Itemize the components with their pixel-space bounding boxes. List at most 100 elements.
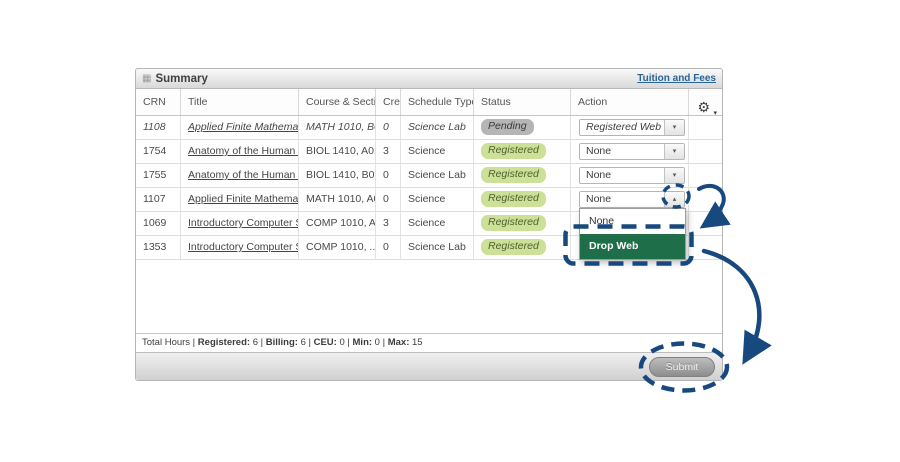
chevron-down-icon[interactable]: ▾ bbox=[664, 168, 684, 183]
cell-schedule: Science Lab bbox=[401, 236, 474, 260]
panel-header: ▦ Summary Tuition and Fees bbox=[136, 69, 722, 89]
cell-schedule: Science bbox=[401, 140, 474, 164]
status-badge: Pending bbox=[481, 119, 534, 135]
chevron-down-icon[interactable]: ▾ bbox=[664, 120, 684, 135]
cell-course: MATH 1010, B01 bbox=[299, 116, 376, 140]
cell-title: Introductory Computer Sci... bbox=[181, 236, 299, 260]
cell-title: Applied Finite Mathematics bbox=[181, 188, 299, 212]
panel-title: Summary bbox=[155, 72, 208, 85]
action-select-open[interactable]: None ▴ bbox=[579, 191, 685, 208]
column-header-status: Status bbox=[474, 89, 571, 115]
course-title-link[interactable]: Applied Finite Mathematics bbox=[188, 121, 299, 133]
status-badge: Registered bbox=[481, 167, 546, 183]
cell-course: BIOL 1410, A01 bbox=[299, 140, 376, 164]
table-row: 1107 Applied Finite Mathematics MATH 101… bbox=[136, 188, 722, 212]
cell-course: BIOL 1410, B01 bbox=[299, 164, 376, 188]
cell-action: Registered Web ▾ bbox=[571, 116, 689, 140]
cell-crn: 1108 bbox=[136, 116, 181, 140]
column-header-schedule: Schedule Type bbox=[401, 89, 474, 115]
status-badge: Registered bbox=[481, 143, 546, 159]
cell-crn: 1107 bbox=[136, 188, 181, 212]
cell-extra bbox=[689, 188, 722, 212]
cell-schedule: Science bbox=[401, 212, 474, 236]
cell-extra bbox=[689, 236, 722, 260]
column-header-crn: CRN bbox=[136, 89, 181, 115]
cell-extra bbox=[689, 164, 722, 188]
action-select-value: None bbox=[586, 193, 612, 205]
table-header: CRN Title Course & Section Credit Schedu… bbox=[136, 89, 722, 116]
course-title-link[interactable]: Anatomy of the Human B... bbox=[188, 145, 298, 157]
cell-status: Registered bbox=[474, 212, 571, 236]
cell-crn: 1353 bbox=[136, 236, 181, 260]
cell-credits: 3 bbox=[376, 212, 401, 236]
tuition-and-fees-link[interactable]: Tuition and Fees bbox=[637, 73, 716, 84]
cell-status: Registered bbox=[474, 236, 571, 260]
table-empty-area bbox=[136, 260, 722, 333]
cell-status: Pending bbox=[474, 116, 571, 140]
action-select[interactable]: Registered Web ▾ bbox=[579, 119, 685, 136]
cell-extra bbox=[689, 116, 722, 140]
bottom-bar: Submit bbox=[136, 352, 722, 380]
table-row: 1108 Applied Finite Mathematics MATH 101… bbox=[136, 116, 722, 140]
cell-credits: 3 bbox=[376, 140, 401, 164]
course-title-link[interactable]: Anatomy of the Human B... bbox=[188, 169, 298, 181]
course-title-link[interactable]: Applied Finite Mathematics bbox=[188, 193, 299, 205]
cell-crn: 1754 bbox=[136, 140, 181, 164]
dropdown-option-none[interactable]: None bbox=[589, 215, 615, 227]
column-header-credit: Credit bbox=[376, 89, 401, 115]
column-header-title: Title bbox=[181, 89, 299, 115]
cell-schedule: Science bbox=[401, 188, 474, 212]
cell-schedule: Science Lab bbox=[401, 116, 474, 140]
cell-course: MATH 1010, A01 bbox=[299, 188, 376, 212]
cell-course: COMP 1010, ... bbox=[299, 236, 376, 260]
cell-status: Registered bbox=[474, 188, 571, 212]
cell-title: Applied Finite Mathematics bbox=[181, 116, 299, 140]
cell-course: COMP 1010, A... bbox=[299, 212, 376, 236]
cell-status: Registered bbox=[474, 140, 571, 164]
cell-crn: 1755 bbox=[136, 164, 181, 188]
cell-action: None ▾ bbox=[571, 140, 689, 164]
cell-title: Anatomy of the Human B... bbox=[181, 164, 299, 188]
cell-extra bbox=[689, 140, 722, 164]
cell-action: None ▾ bbox=[571, 164, 689, 188]
cell-credits: 0 bbox=[376, 116, 401, 140]
status-badge: Registered bbox=[481, 191, 546, 207]
course-title-link[interactable]: Introductory Computer Sci... bbox=[188, 217, 298, 229]
gear-icon[interactable]: ⚙ bbox=[697, 99, 710, 115]
action-select-value: Registered Web bbox=[586, 121, 662, 133]
summary-icon: ▦ bbox=[142, 72, 152, 84]
cell-extra bbox=[689, 212, 722, 236]
totals-bar: Total Hours | Registered: 6 | Billing: 6… bbox=[136, 333, 722, 352]
cell-status: Registered bbox=[474, 164, 571, 188]
table-row: 1069 Introductory Computer Sci... COMP 1… bbox=[136, 212, 722, 236]
chevron-up-icon[interactable]: ▴ bbox=[664, 192, 684, 207]
cell-credits: 0 bbox=[376, 164, 401, 188]
cell-title: Anatomy of the Human B... bbox=[181, 140, 299, 164]
chevron-down-icon[interactable]: ▾ bbox=[664, 144, 684, 159]
column-header-settings: ⚙ ▾ bbox=[689, 89, 722, 115]
column-header-action: Action bbox=[571, 89, 689, 115]
action-select-value: None bbox=[586, 145, 612, 157]
summary-panel: ▦ Summary Tuition and Fees CRN Title Cou… bbox=[135, 68, 723, 381]
table-row: 1353 Introductory Computer Sci... COMP 1… bbox=[136, 236, 722, 260]
action-dropdown-menu: None Drop Web bbox=[579, 208, 686, 260]
table-row: 1754 Anatomy of the Human B... BIOL 1410… bbox=[136, 140, 722, 164]
column-header-course: Course & Section bbox=[299, 89, 376, 115]
action-select[interactable]: None ▾ bbox=[579, 167, 685, 184]
cell-credits: 0 bbox=[376, 188, 401, 212]
status-badge: Registered bbox=[481, 215, 546, 231]
status-badge: Registered bbox=[481, 239, 546, 255]
cell-schedule: Science Lab bbox=[401, 164, 474, 188]
submit-button[interactable]: Submit bbox=[649, 357, 715, 377]
cell-title: Introductory Computer Sci... bbox=[181, 212, 299, 236]
cell-credits: 0 bbox=[376, 236, 401, 260]
action-select-value: None bbox=[586, 169, 612, 181]
totals-prefix: Total Hours | bbox=[142, 337, 198, 348]
table-row: 1755 Anatomy of the Human B... BIOL 1410… bbox=[136, 164, 722, 188]
dropdown-option-drop-web[interactable]: Drop Web bbox=[580, 234, 685, 259]
cell-crn: 1069 bbox=[136, 212, 181, 236]
course-title-link[interactable]: Introductory Computer Sci... bbox=[188, 241, 298, 253]
chevron-down-icon: ▾ bbox=[713, 110, 717, 115]
action-select[interactable]: None ▾ bbox=[579, 143, 685, 160]
